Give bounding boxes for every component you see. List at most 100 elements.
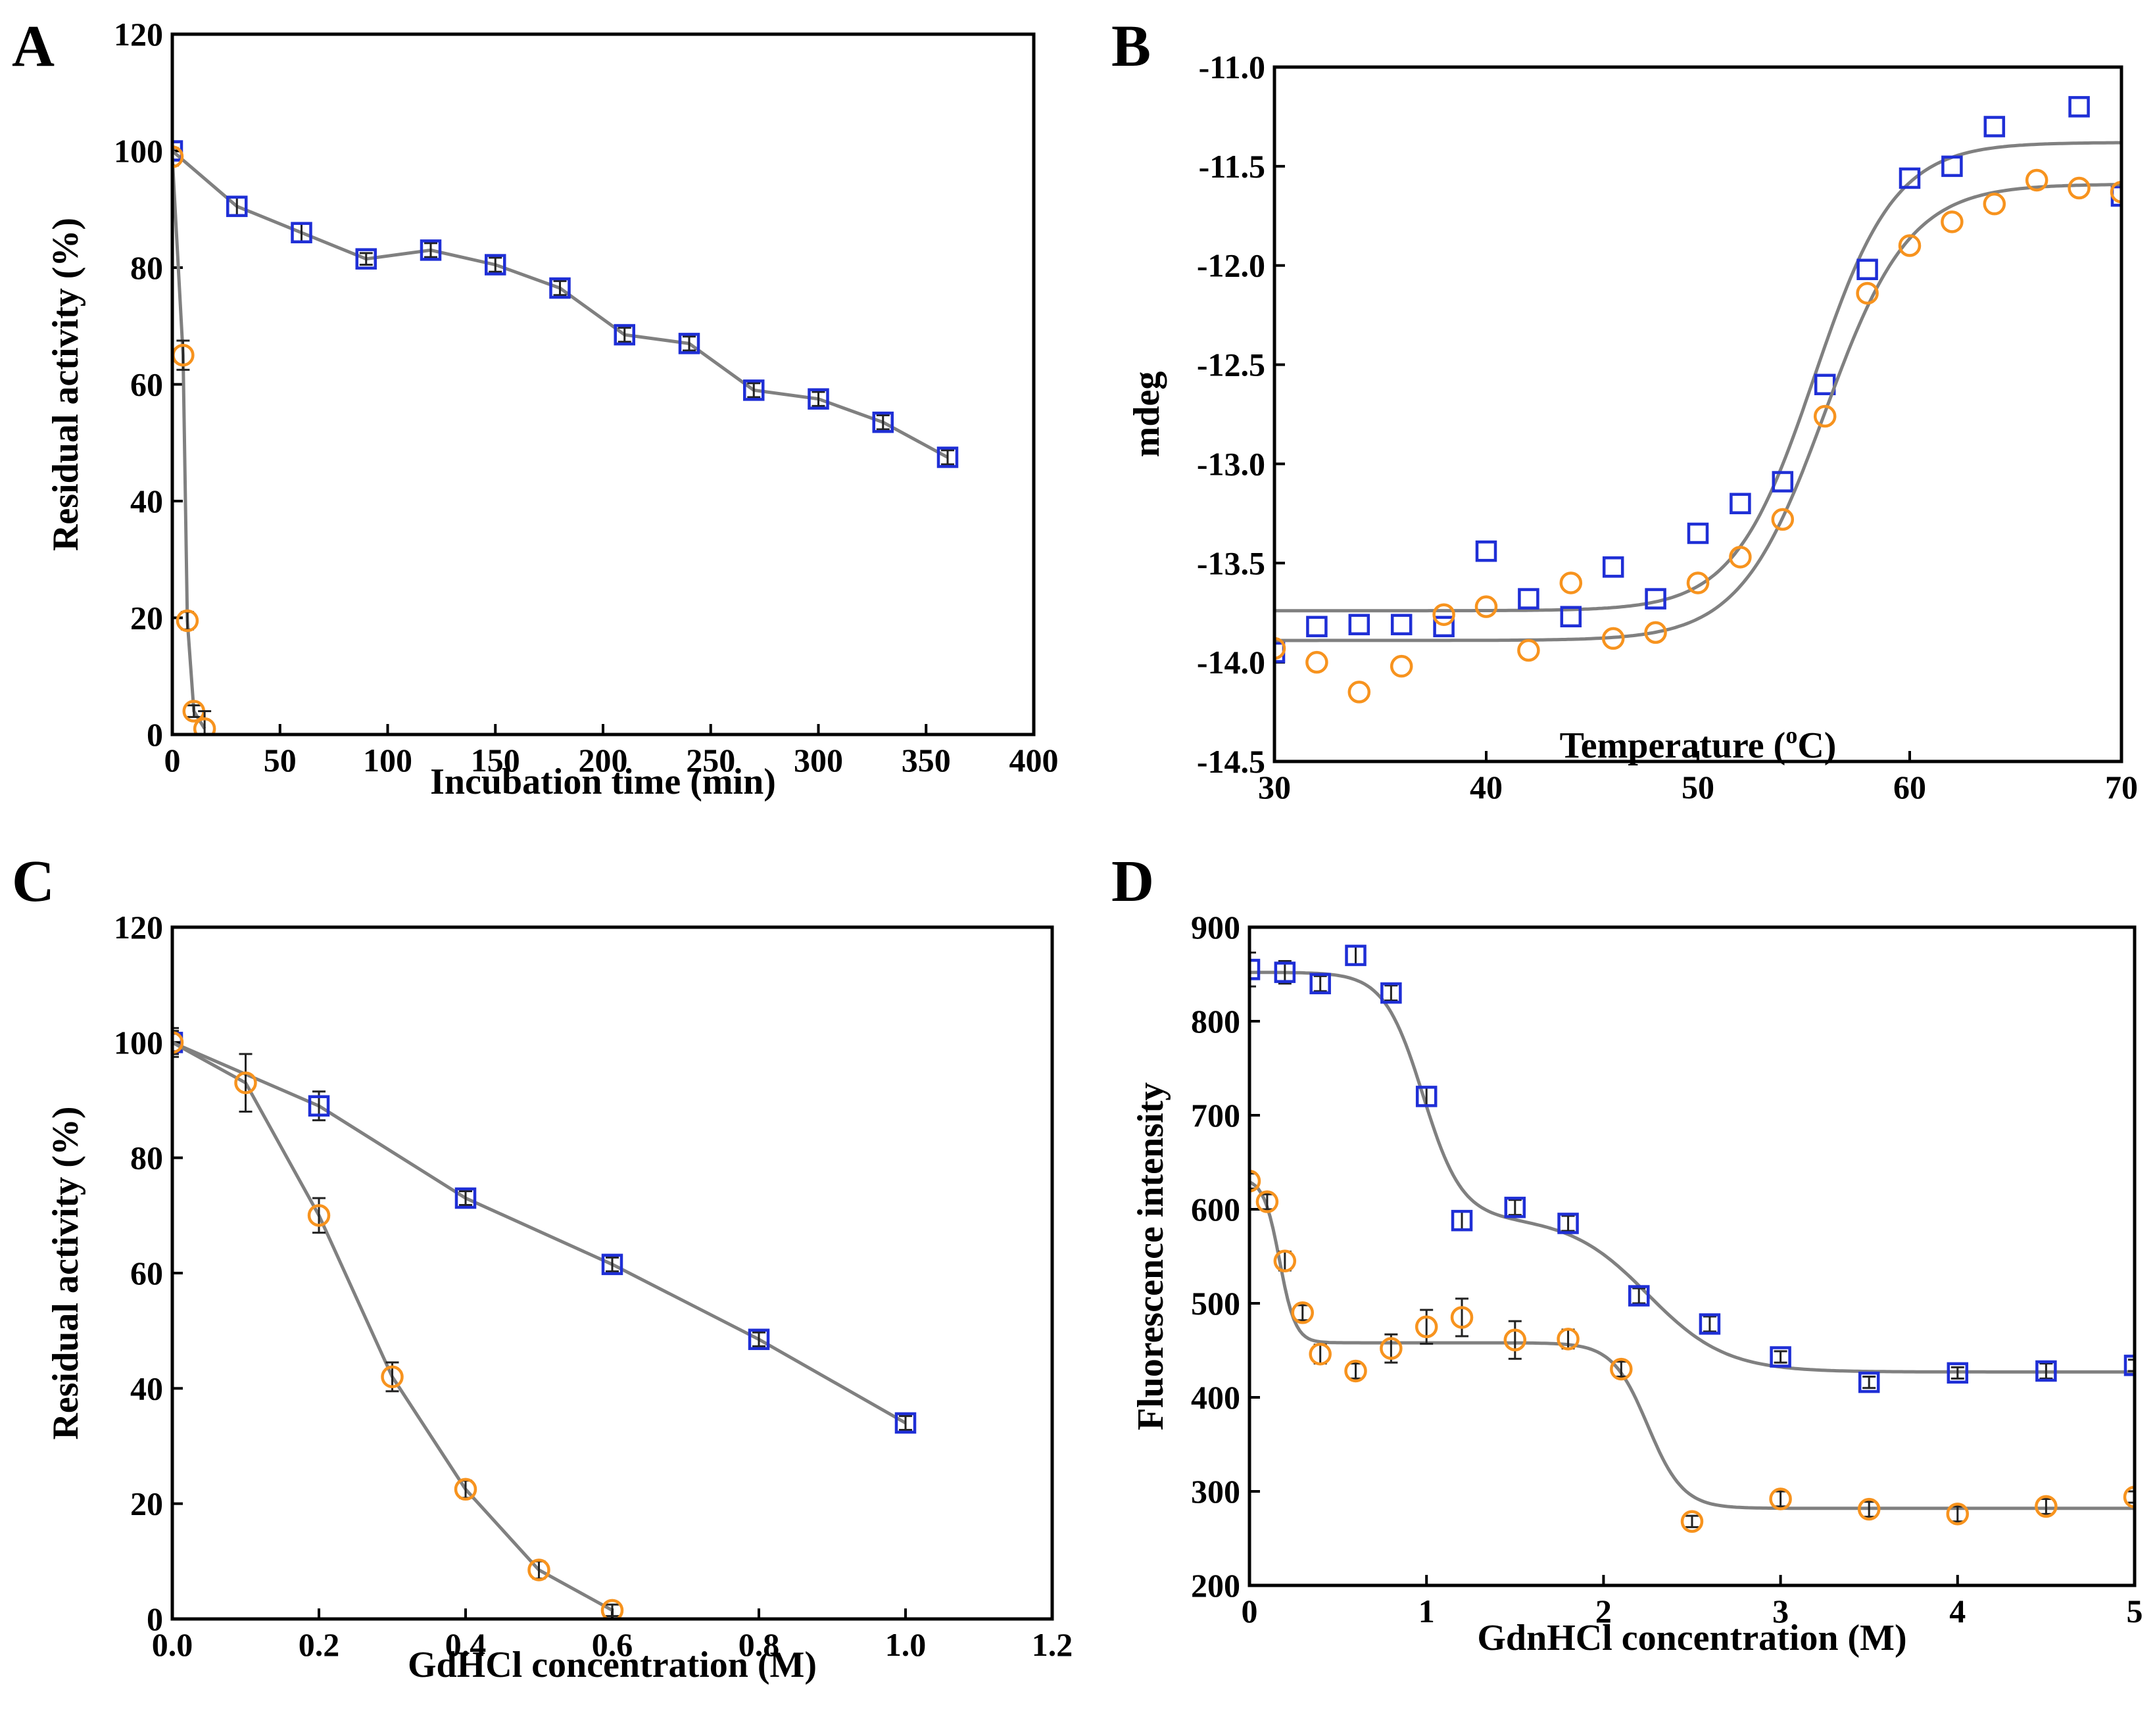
fit-curve — [1274, 183, 2121, 642]
data-point-square — [1390, 614, 1413, 636]
y-tick-label: 400 — [1191, 1379, 1240, 1416]
panel-a: A 0 50 100 150 200 250 300 350 400 0 20 40 60 80 100 120… — [12, 14, 1059, 802]
data-point-square — [2035, 1360, 2057, 1382]
x-tick-label: 50 — [264, 742, 297, 779]
data-point-square — [936, 446, 959, 468]
data-point-circle — [307, 1204, 331, 1227]
x-tick-label: 1 — [1418, 1593, 1435, 1629]
y-tick-label: 120 — [114, 16, 163, 53]
y-tick-label: 300 — [1191, 1473, 1240, 1510]
data-point-circle — [1415, 1315, 1438, 1338]
data-point-square — [549, 277, 571, 299]
fit-curve — [1249, 1180, 2135, 1510]
x-tick-label: 400 — [1009, 742, 1059, 779]
x-tick-label: 0.4 — [445, 1626, 487, 1663]
data-point-circle — [1503, 1328, 1527, 1352]
data-point-square — [1772, 471, 1794, 493]
y-tick-label: -12.0 — [1197, 247, 1265, 284]
data-point-circle — [1450, 1306, 1474, 1329]
y-tick-label: 40 — [130, 1370, 163, 1407]
data-point-circle — [1941, 210, 1964, 233]
y-tick-label: 100 — [114, 1024, 163, 1061]
data-point-circle — [1813, 404, 1837, 428]
x-tick-label: 0.8 — [739, 1626, 780, 1663]
data-point-circle — [1557, 1328, 1580, 1351]
data-point-circle — [1644, 621, 1667, 644]
series-line — [172, 1041, 614, 1612]
y-tick-label: 60 — [130, 366, 163, 403]
data-point-circle — [1559, 571, 1583, 594]
data-point-square — [1475, 540, 1497, 562]
x-axis-label: GdHCl concentration (M) — [408, 1645, 817, 1685]
data-point-square — [1602, 556, 1624, 578]
x-tick-label: 200 — [579, 742, 628, 779]
data-point-circle — [1946, 1503, 1970, 1526]
data-point-square — [291, 222, 312, 243]
y-tick-label: -14.5 — [1197, 743, 1265, 780]
y-tick-label: -13.0 — [1197, 445, 1265, 482]
data-point-square — [1345, 944, 1367, 967]
x-axis-label-part: Temperature ( — [1560, 725, 1786, 766]
data-point-square — [1628, 1285, 1650, 1307]
plot-frame — [1247, 925, 2137, 1587]
series-square — [1249, 944, 2135, 1393]
data-point-square — [743, 379, 765, 401]
data-point-square — [1983, 116, 2006, 137]
data-point-square — [1941, 155, 1963, 178]
y-tick-label: 0 — [147, 716, 163, 753]
y-tick-label: -14.0 — [1197, 644, 1265, 681]
series-line — [172, 149, 949, 459]
data-point-circle — [1344, 1359, 1367, 1383]
y-tick-label: 20 — [130, 1485, 163, 1522]
x-tick-label: 0.2 — [299, 1626, 340, 1663]
x-tick-label: 60 — [1893, 769, 1926, 806]
data-point-square — [308, 1095, 330, 1117]
series-line — [172, 1041, 907, 1425]
data-point-square — [1560, 606, 1582, 627]
data-point-circle — [454, 1478, 477, 1501]
data-point-square — [1856, 258, 1878, 280]
data-point-square — [2068, 96, 2090, 118]
y-axis-label: Fluorescence intensity — [1130, 1082, 1171, 1430]
data-point-square — [1274, 961, 1296, 983]
panel-b: B 30 40 50 60 70 -14.5 -14.0 -13.5 -13.0 -12.5 -12.… — [1111, 14, 2138, 806]
data-point-circle — [1856, 281, 1879, 305]
data-point-circle — [1474, 595, 1498, 618]
data-point-square — [1249, 959, 1261, 980]
y-tick-label: 40 — [130, 483, 163, 519]
data-point-square — [1380, 982, 1402, 1004]
data-point-square — [678, 333, 700, 354]
plot-area — [1249, 944, 2135, 1533]
panel-c: C 0.0 0.2 0.4 0.6 0.8 1.0 1.2 0 20 40 60 80 100 120 GdH… — [12, 849, 1073, 1685]
x-tick-label: 3 — [1772, 1593, 1789, 1629]
y-tick-label: 0 — [147, 1601, 163, 1637]
y-tick-label: 80 — [130, 1140, 163, 1176]
y-axis-label: mdeg — [1126, 372, 1167, 458]
data-point-square — [1451, 1209, 1473, 1232]
series-line — [172, 157, 206, 730]
x-tick-label: 0 — [164, 742, 181, 779]
data-point-square — [1730, 493, 1751, 515]
x-tick-label: 0.0 — [152, 1626, 193, 1663]
x-tick-label: 1.0 — [885, 1626, 927, 1663]
data-point-circle — [527, 1558, 550, 1581]
y-tick-label: 120 — [114, 909, 163, 946]
data-point-circle — [1380, 1337, 1403, 1360]
x-tick-label: 150 — [471, 742, 520, 779]
data-point-circle — [1680, 1510, 1704, 1533]
x-tick-label: 2 — [1595, 1593, 1612, 1629]
x-tick-label: 250 — [686, 742, 735, 779]
x-axis-label-superscript: o — [1785, 722, 1797, 748]
data-point-square — [1687, 522, 1709, 544]
x-axis-label-part: C) — [1797, 725, 1836, 766]
data-point-square — [1433, 615, 1455, 638]
data-point-circle — [193, 717, 216, 735]
data-point-square — [1348, 614, 1370, 636]
data-point-circle — [1729, 545, 1752, 569]
data-point-circle — [1347, 681, 1371, 704]
plot-area — [172, 1026, 917, 1619]
panel-letter: D — [1111, 849, 1154, 914]
series-square — [172, 1030, 917, 1434]
data-point-square — [454, 1187, 477, 1209]
y-tick-label: 60 — [130, 1255, 163, 1291]
